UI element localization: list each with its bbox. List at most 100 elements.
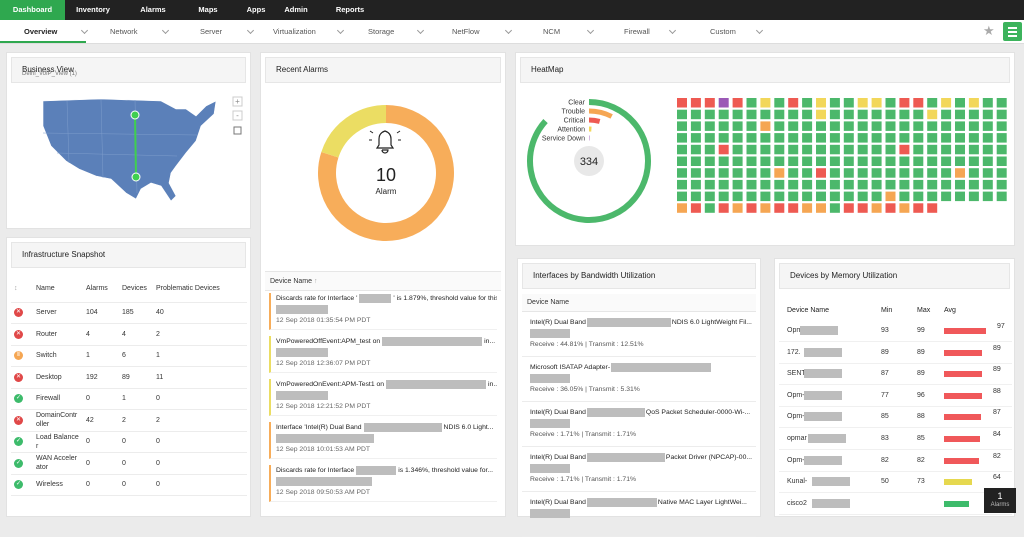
heat-cell[interactable] (691, 157, 701, 167)
heat-cell[interactable] (899, 192, 909, 202)
heat-cell[interactable] (733, 121, 743, 130)
heat-cell[interactable] (788, 203, 798, 213)
heat-cell[interactable] (997, 192, 1007, 202)
heat-cell[interactable] (941, 133, 951, 143)
heat-cell[interactable] (788, 133, 798, 143)
heat-cell[interactable] (913, 157, 923, 167)
heat-cell[interactable] (677, 110, 687, 120)
heat-cell[interactable] (816, 110, 826, 120)
heat-cell[interactable] (691, 110, 701, 120)
heat-cell[interactable] (844, 203, 854, 213)
subnav-tab[interactable]: Firewall (624, 20, 650, 43)
heat-cell[interactable] (816, 121, 826, 130)
node[interactable] (132, 173, 140, 181)
heat-cell[interactable] (844, 192, 854, 202)
heat-cell[interactable] (691, 180, 701, 190)
heat-cell[interactable] (969, 180, 979, 190)
heat-cell[interactable] (899, 121, 909, 130)
nav-tab[interactable]: Reports (322, 0, 378, 20)
heat-cell[interactable] (705, 98, 715, 108)
heat-cell[interactable] (719, 145, 729, 155)
heat-cell[interactable] (927, 98, 937, 108)
heat-cell[interactable] (705, 121, 715, 130)
heat-cell[interactable] (816, 98, 826, 108)
heat-cell[interactable] (997, 133, 1007, 143)
heat-cell[interactable] (997, 110, 1007, 120)
heat-cell[interactable] (844, 157, 854, 167)
heat-cell[interactable] (872, 157, 882, 167)
subnav-tab[interactable]: Overview (24, 20, 57, 43)
heat-cell[interactable] (691, 98, 701, 108)
heat-cell[interactable] (927, 180, 937, 190)
heat-cell[interactable] (997, 121, 1007, 130)
heat-cell[interactable] (760, 192, 770, 202)
heat-cell[interactable] (913, 121, 923, 130)
subnav-tab[interactable]: Storage (368, 20, 394, 43)
heat-cell[interactable] (858, 121, 868, 130)
heat-cell[interactable] (941, 145, 951, 155)
heat-cell[interactable] (899, 157, 909, 167)
heat-cell[interactable] (899, 203, 909, 213)
nav-tab[interactable]: Alarms (125, 0, 181, 20)
heat-cell[interactable] (969, 121, 979, 130)
heat-cell[interactable] (886, 121, 896, 130)
heat-cell[interactable] (760, 110, 770, 120)
heat-cell[interactable] (719, 203, 729, 213)
heat-cell[interactable] (969, 157, 979, 167)
heat-cell[interactable] (802, 203, 812, 213)
heat-cell[interactable] (844, 145, 854, 155)
heat-cell[interactable] (677, 192, 687, 202)
subnav-tab[interactable]: NCM (543, 20, 560, 43)
heat-cell[interactable] (858, 157, 868, 167)
heat-cell[interactable] (886, 180, 896, 190)
favorite-star[interactable]: ★ (983, 23, 995, 39)
heat-cell[interactable] (677, 133, 687, 143)
heat-cell[interactable] (997, 98, 1007, 108)
heat-cell[interactable] (913, 168, 923, 178)
heat-cell[interactable] (886, 192, 896, 202)
heat-cell[interactable] (899, 168, 909, 178)
heat-cell[interactable] (899, 133, 909, 143)
heat-cell[interactable] (691, 133, 701, 143)
heat-cell[interactable] (788, 98, 798, 108)
heat-cell[interactable] (830, 133, 840, 143)
heat-cell[interactable] (760, 157, 770, 167)
heat-cell[interactable] (872, 145, 882, 155)
heat-cell[interactable] (705, 157, 715, 167)
heat-cell[interactable] (886, 133, 896, 143)
heat-cell[interactable] (955, 180, 965, 190)
heat-cell[interactable] (719, 110, 729, 120)
heat-cell[interactable] (802, 168, 812, 178)
heat-cell[interactable] (844, 180, 854, 190)
heat-cell[interactable] (677, 203, 687, 213)
heat-cell[interactable] (747, 145, 757, 155)
heat-cell[interactable] (691, 192, 701, 202)
heat-cell[interactable] (844, 110, 854, 120)
heat-cell[interactable] (927, 168, 937, 178)
heat-cell[interactable] (872, 110, 882, 120)
heat-cell[interactable] (747, 121, 757, 130)
subnav-tab[interactable]: Server (200, 20, 222, 43)
heat-cell[interactable] (872, 121, 882, 130)
heat-cell[interactable] (941, 157, 951, 167)
heat-cell[interactable] (733, 192, 743, 202)
heat-cell[interactable] (747, 203, 757, 213)
heat-cell[interactable] (802, 133, 812, 143)
device-name[interactable]: cisco2 (787, 500, 807, 507)
heat-cell[interactable] (802, 192, 812, 202)
heat-cell[interactable] (747, 98, 757, 108)
heat-cell[interactable] (858, 168, 868, 178)
menu-button[interactable] (1003, 22, 1022, 41)
heat-cell[interactable] (816, 192, 826, 202)
heat-cell[interactable] (719, 121, 729, 130)
heat-cell[interactable] (802, 180, 812, 190)
heat-cell[interactable] (983, 192, 993, 202)
heat-cell[interactable] (719, 168, 729, 178)
heat-cell[interactable] (858, 133, 868, 143)
heat-cell[interactable] (705, 168, 715, 178)
heat-cell[interactable] (872, 192, 882, 202)
